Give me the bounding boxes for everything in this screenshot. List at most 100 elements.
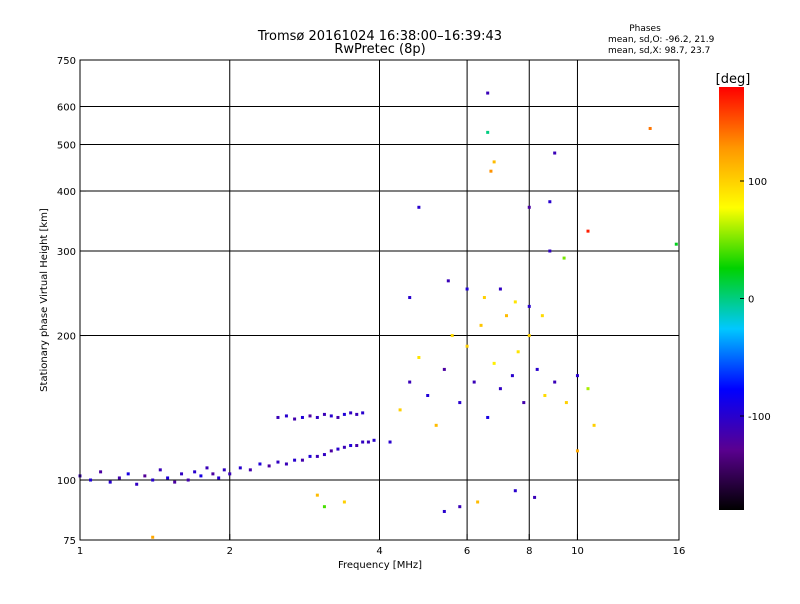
data-point	[527, 205, 531, 209]
chart-title: Tromsø 20161024 16:38:00–16:39:43	[257, 29, 502, 44]
data-point	[355, 412, 359, 416]
data-point	[513, 300, 517, 304]
data-point	[442, 509, 446, 513]
data-point	[575, 449, 579, 453]
colorbar-label: [deg]	[716, 72, 751, 87]
x-tick-label: 10	[571, 546, 584, 557]
x-axis: 1 2 4 6 8 10 16	[77, 534, 686, 557]
data-point	[322, 505, 326, 509]
data-point	[186, 478, 190, 482]
data-point	[315, 415, 319, 419]
colorbar-tick-label: -100	[748, 412, 771, 423]
data-point	[492, 361, 496, 365]
data-point	[489, 169, 493, 173]
chart-subtitle: RwPretec (8p)	[334, 42, 425, 57]
data-point	[267, 464, 271, 468]
data-point	[342, 445, 346, 449]
data-point	[205, 466, 209, 470]
data-point	[540, 314, 544, 318]
data-point	[562, 256, 566, 260]
data-point	[284, 462, 288, 466]
data-point	[516, 350, 520, 354]
data-point	[342, 412, 346, 416]
data-point	[238, 466, 242, 470]
data-point	[510, 374, 514, 378]
data-point	[434, 423, 438, 427]
x-tick-label: 2	[227, 546, 233, 557]
data-point	[458, 401, 462, 405]
data-point	[355, 444, 359, 448]
data-point	[458, 505, 462, 509]
data-point	[472, 380, 476, 384]
data-point	[89, 478, 93, 482]
x-axis-label: Frequency [MHz]	[338, 560, 422, 571]
data-point	[99, 470, 103, 474]
x-tick-label: 1	[77, 546, 83, 557]
data-point	[248, 468, 252, 472]
data-point	[361, 411, 365, 415]
data-point	[151, 478, 155, 482]
data-point	[158, 468, 162, 472]
data-point	[336, 415, 340, 419]
data-point	[193, 470, 197, 474]
data-point	[180, 472, 184, 476]
data-point	[553, 380, 557, 384]
data-point	[300, 415, 304, 419]
data-point	[276, 460, 280, 464]
data-point	[417, 205, 421, 209]
data-point	[479, 323, 483, 327]
data-point	[476, 500, 480, 504]
data-point	[329, 449, 333, 453]
data-point	[398, 408, 402, 412]
y-tick-label: 600	[57, 103, 76, 114]
data-point	[486, 415, 490, 419]
data-point	[535, 367, 539, 371]
data-point	[199, 474, 203, 478]
data-point	[522, 401, 526, 405]
data-point	[349, 411, 353, 415]
data-point	[173, 480, 177, 484]
data-point	[361, 440, 365, 444]
data-point	[486, 91, 490, 95]
data-point	[442, 367, 446, 371]
colorbar-tick-label: 0	[748, 295, 754, 306]
data-point	[211, 472, 215, 476]
data-points	[78, 91, 678, 539]
y-tick-label: 500	[57, 141, 76, 152]
data-point	[586, 387, 590, 391]
phase-stats-x: mean, sd,X: 98.7, 23.7	[608, 46, 710, 56]
x-tick-label: 16	[673, 546, 686, 557]
data-point	[284, 414, 288, 418]
data-point	[228, 472, 232, 476]
data-point	[486, 130, 490, 134]
data-point	[322, 412, 326, 416]
data-point	[450, 334, 454, 338]
data-point	[543, 394, 547, 398]
data-point	[553, 151, 557, 155]
data-point	[135, 482, 139, 486]
data-point	[151, 535, 155, 539]
data-point	[426, 394, 430, 398]
x-tick-label: 4	[376, 546, 382, 557]
data-point	[258, 462, 262, 466]
data-point	[366, 440, 370, 444]
data-point	[465, 287, 469, 291]
data-point	[308, 414, 312, 418]
data-point	[527, 334, 531, 338]
data-point	[586, 229, 590, 233]
data-point	[143, 474, 147, 478]
data-point	[315, 454, 319, 458]
y-axis: 75 100 200 300 400 500 600 750	[57, 56, 86, 547]
data-point	[315, 493, 319, 497]
data-point	[513, 489, 517, 493]
data-point	[217, 476, 221, 480]
data-point	[276, 415, 280, 419]
data-point	[388, 440, 392, 444]
phase-stats-heading: Phases	[629, 24, 661, 34]
data-point	[108, 480, 112, 484]
y-tick-label: 750	[57, 56, 76, 67]
colorbar-ticks: 100 0 -100	[740, 177, 771, 423]
colorbar	[719, 87, 744, 510]
data-point	[293, 458, 297, 462]
